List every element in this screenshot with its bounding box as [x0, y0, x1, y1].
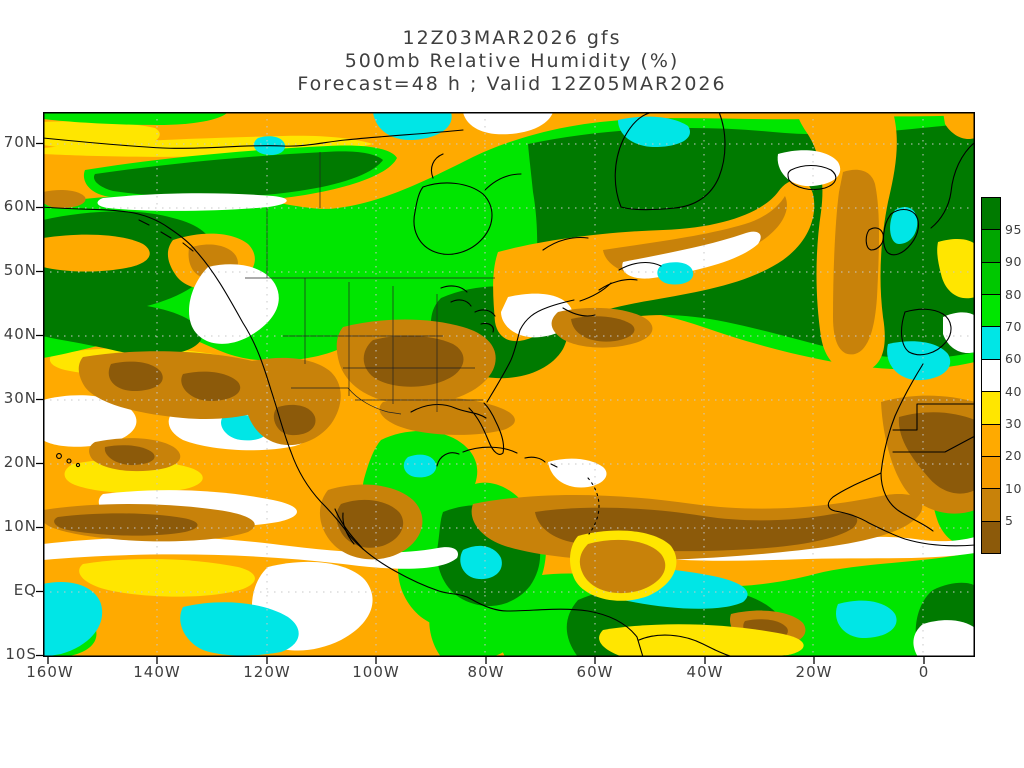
- title-valid-time: Forecast=48 h ; Valid 12Z05MAR2026: [297, 73, 727, 95]
- plot-title-block: 12Z03MAR2026 gfs 500mb Relative Humidity…: [0, 27, 1024, 96]
- tick-marks: [36, 142, 925, 664]
- lat-tick-label: 50N: [3, 261, 37, 279]
- colorbar-label: 70: [1005, 319, 1022, 334]
- colorbar-label: 60: [1005, 351, 1022, 366]
- field-tan-in-intrusions: [188, 169, 879, 355]
- lat-tick-label: 30N: [3, 389, 37, 407]
- lat-tick-label: 70N: [3, 133, 37, 151]
- colorbar-label: 40: [1005, 384, 1022, 399]
- lon-tick-label: 20W: [795, 663, 833, 681]
- colorbar-swatch: [982, 391, 1000, 424]
- colorbar-label: 30: [1005, 416, 1022, 431]
- state-border-layer: [245, 152, 495, 415]
- colorbar-swatch: [982, 326, 1000, 359]
- lon-tick-label: 120W: [243, 663, 291, 681]
- coastline-layer: [43, 112, 975, 657]
- lon-tick-label: 40W: [686, 663, 724, 681]
- lat-tick-label: 20N: [3, 453, 37, 471]
- colorbar-label: 10: [1005, 481, 1022, 496]
- colorbar-label: 95: [1005, 222, 1022, 237]
- colorbar: [981, 197, 1001, 554]
- lon-tick-label: 100W: [352, 663, 400, 681]
- field-brown-dry-areas: [43, 189, 975, 648]
- colorbar-swatch: [982, 520, 1000, 553]
- colorbar-swatch: [982, 229, 1000, 262]
- lon-tick-label: 140W: [133, 663, 181, 681]
- lat-tick-label: 10N: [3, 517, 37, 535]
- field-yellow-over: [79, 238, 975, 657]
- colorbar-swatch: [982, 294, 1000, 327]
- lon-tick-label: 160W: [26, 663, 74, 681]
- lon-tick-label: 80W: [467, 663, 505, 681]
- lat-tick-label: 60N: [3, 197, 37, 215]
- colorbar-swatch: [982, 198, 1000, 230]
- lat-tick-label: 10S: [5, 645, 37, 663]
- colorbar-swatch: [982, 488, 1000, 521]
- title-field: 500mb Relative Humidity (%): [344, 50, 680, 72]
- lon-tick-label: 0: [918, 663, 930, 681]
- map-border: [43, 112, 975, 657]
- colorbar-label: 20: [1005, 448, 1022, 463]
- colorbar-label: 90: [1005, 254, 1022, 269]
- title-model-run: 12Z03MAR2026 gfs: [402, 27, 622, 49]
- colorbar-swatch: [982, 261, 1000, 295]
- humidity-field-layer: [43, 112, 975, 657]
- colorbar-swatch: [982, 358, 1000, 392]
- lat-tick-label: EQ: [13, 581, 37, 599]
- colorbar-label: 80: [1005, 287, 1022, 302]
- lon-tick-label: 60W: [576, 663, 614, 681]
- lat-tick-label: 40N: [3, 325, 37, 343]
- colorbar-swatch: [982, 423, 1000, 456]
- colorbar-swatch: [982, 455, 1000, 489]
- colorbar-label: 5: [1005, 513, 1014, 528]
